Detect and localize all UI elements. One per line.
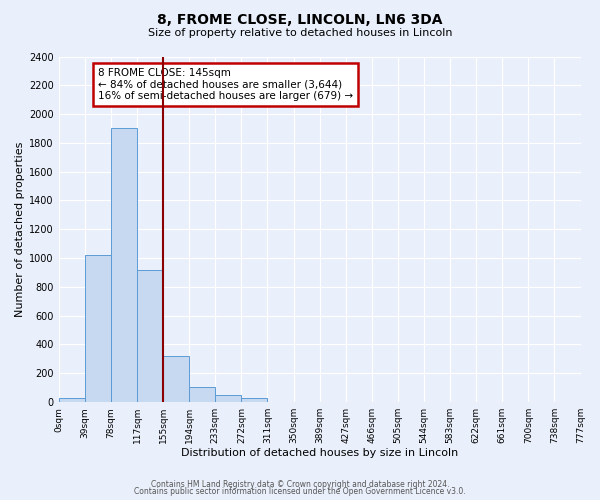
- Bar: [215, 395, 241, 402]
- Bar: [85, 255, 111, 402]
- Bar: [241, 398, 268, 402]
- Text: Contains HM Land Registry data © Crown copyright and database right 2024.: Contains HM Land Registry data © Crown c…: [151, 480, 449, 489]
- Text: Contains public sector information licensed under the Open Government Licence v3: Contains public sector information licen…: [134, 487, 466, 496]
- Bar: [137, 270, 163, 402]
- Bar: [189, 387, 215, 402]
- Text: Size of property relative to detached houses in Lincoln: Size of property relative to detached ho…: [148, 28, 452, 38]
- Bar: [163, 356, 189, 402]
- Text: 8 FROME CLOSE: 145sqm
← 84% of detached houses are smaller (3,644)
16% of semi-d: 8 FROME CLOSE: 145sqm ← 84% of detached …: [98, 68, 353, 101]
- Text: 8, FROME CLOSE, LINCOLN, LN6 3DA: 8, FROME CLOSE, LINCOLN, LN6 3DA: [157, 12, 443, 26]
- Y-axis label: Number of detached properties: Number of detached properties: [15, 142, 25, 317]
- Bar: [59, 398, 85, 402]
- Bar: [111, 128, 137, 402]
- X-axis label: Distribution of detached houses by size in Lincoln: Distribution of detached houses by size …: [181, 448, 458, 458]
